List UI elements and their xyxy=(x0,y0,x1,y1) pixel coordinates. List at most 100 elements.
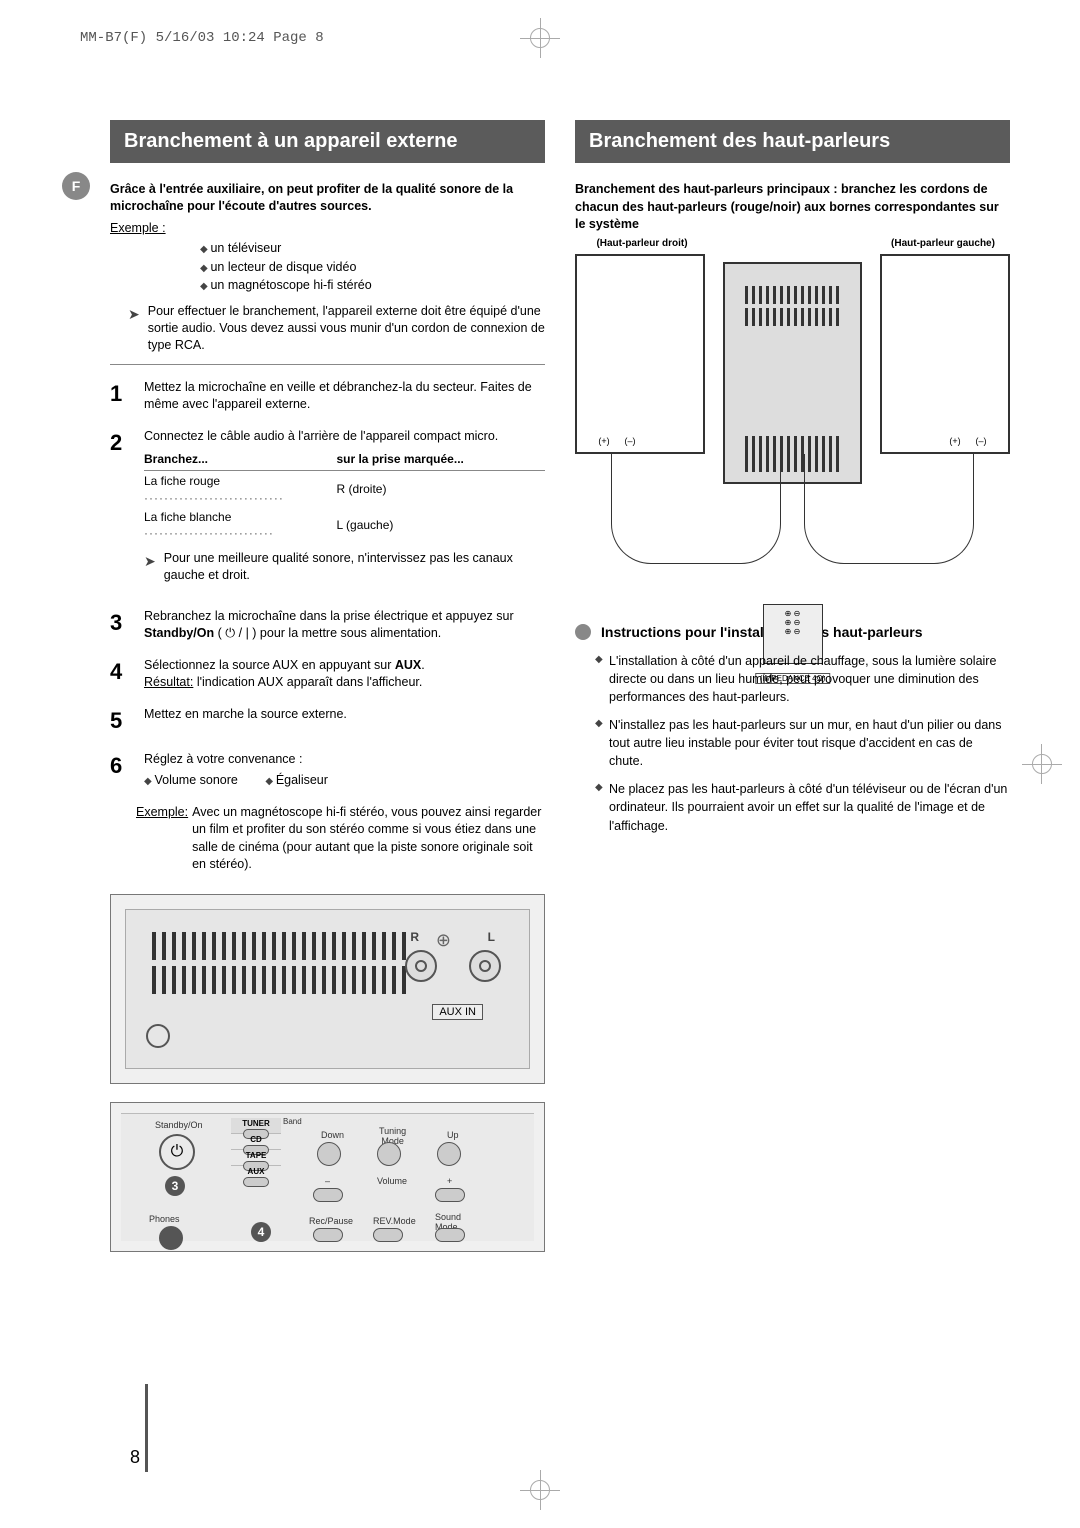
example-label: Exemple : xyxy=(110,221,166,235)
plug-cell: L (gauche) xyxy=(336,507,545,543)
l-label: L xyxy=(488,930,495,944)
badge-3: 3 xyxy=(165,1176,185,1196)
terminal-plus: (+) xyxy=(946,436,964,446)
rec-label: Rec/Pause xyxy=(309,1216,353,1226)
step-text: Mettez la microchaîne en veille et débra… xyxy=(144,379,545,414)
step-number: 4 xyxy=(110,657,132,692)
instructions-list: L'installation à côté d'un appareil de c… xyxy=(595,652,1010,835)
channel-note: Pour une meilleure qualité sonore, n'int… xyxy=(164,550,545,584)
terminal-minus: (–) xyxy=(621,436,639,446)
step-text: Réglez à votre convenance : Volume sonor… xyxy=(144,751,545,790)
bullet-icon xyxy=(575,624,591,640)
standby-label: Standby/On xyxy=(155,1120,203,1130)
speaker-right-box: (Haut-parleur gauche) (+) (–) xyxy=(880,254,1010,454)
crop-mark-bottom xyxy=(520,1470,560,1510)
rca-note: ➤ Pour effectuer le branchement, l'appar… xyxy=(128,303,545,354)
crop-mark-right xyxy=(1022,744,1062,784)
main-unit-box xyxy=(723,262,862,484)
step-5: 5 Mettez en marche la source externe. xyxy=(110,706,545,737)
vol-minus-label: – xyxy=(325,1176,330,1186)
speaker-left-box: (Haut-parleur droit) (+) (–) xyxy=(575,254,705,454)
step-text: Mettez en marche la source externe. xyxy=(144,706,545,737)
phones-label: Phones xyxy=(149,1214,180,1224)
r-label: R xyxy=(410,930,419,944)
left-title: Branchement à un appareil externe xyxy=(110,120,545,163)
step-text: Connectez le câble audio à l'arrière de … xyxy=(144,428,545,446)
example-item: un magnétoscope hi-fi stéréo xyxy=(200,276,545,295)
step-1: 1 Mettez la microchaîne en veille et déb… xyxy=(110,379,545,414)
rca-jack-r xyxy=(405,950,437,982)
right-title: Branchement des haut-parleurs xyxy=(575,120,1010,163)
step-number: 3 xyxy=(110,608,132,643)
rev-button-icon xyxy=(373,1228,403,1242)
tuning-button-icon xyxy=(377,1142,401,1166)
sound-button-icon xyxy=(435,1228,465,1242)
speaker-diagram: (Haut-parleur droit) (+) (–) (Haut-parle… xyxy=(575,254,1010,594)
adjust-option: Volume sonore xyxy=(144,772,238,790)
tuner-label: TUNER xyxy=(231,1118,281,1134)
down-button-icon xyxy=(317,1142,341,1166)
step-6: 6 Réglez à votre convenance : Volume son… xyxy=(110,751,545,790)
right-column: Branchement des haut-parleurs Branchemen… xyxy=(575,120,1010,1252)
step-number: 1 xyxy=(110,379,132,414)
plug-cell: La fiche rouge xyxy=(144,474,220,488)
print-header: MM-B7(F) 5/16/03 10:24 Page 8 xyxy=(80,30,324,46)
rev-label: REV.Mode xyxy=(373,1216,416,1226)
cd-label: CD xyxy=(231,1134,281,1150)
step-text: Sélectionnez la source AUX en appuyant s… xyxy=(144,657,545,692)
left-column: Branchement à un appareil externe Grâce … xyxy=(110,120,545,1252)
volume-label: Volume xyxy=(377,1176,407,1186)
up-button-icon xyxy=(437,1142,461,1166)
language-badge: F xyxy=(62,172,90,200)
divider xyxy=(110,364,545,365)
plug-cell: La fiche blanche xyxy=(144,510,231,524)
arrow-icon: ➤ xyxy=(128,305,140,354)
instruction-item: L'installation à côté d'un appareil de c… xyxy=(595,652,1010,706)
terminal-plus: (+) xyxy=(595,436,613,446)
plug-header: sur la prise marquée... xyxy=(336,451,545,470)
vol-plus-button-icon xyxy=(435,1188,465,1202)
badge-4: 4 xyxy=(251,1222,271,1242)
control-panel-diagram: Standby/On 3 Phones TUNER CD TAPE AUX Ba… xyxy=(110,1102,545,1252)
step-2: 2 Connectez le câble audio à l'arrière d… xyxy=(110,428,545,594)
plug-table: Branchez... sur la prise marquée... La f… xyxy=(144,451,545,542)
plug-cell: R (droite) xyxy=(336,470,545,506)
aux-in-label: AUX IN xyxy=(432,1004,483,1020)
rec-button-icon xyxy=(313,1228,343,1242)
rear-panel-diagram: R L ⊕ AUX IN xyxy=(110,894,545,1084)
step-4: 4 Sélectionnez la source AUX en appuyant… xyxy=(110,657,545,692)
vcr-example: Exemple: Avec un magnétoscope hi-fi stér… xyxy=(136,804,545,874)
aux-label: AUX xyxy=(231,1166,281,1182)
instruction-item: Ne placez pas les haut-parleurs à côté d… xyxy=(595,780,1010,834)
adjust-option: Égaliseur xyxy=(265,772,328,790)
step-number: 5 xyxy=(110,706,132,737)
terminal-minus: (–) xyxy=(972,436,990,446)
rca-note-text: Pour effectuer le branchement, l'apparei… xyxy=(148,303,545,354)
phones-jack-icon xyxy=(159,1226,183,1250)
arrow-icon: ➤ xyxy=(144,552,156,584)
page-number: 8 xyxy=(130,1447,140,1468)
example-item: un lecteur de disque vidéo xyxy=(200,258,545,277)
rca-jack-l xyxy=(469,950,501,982)
wire-left xyxy=(611,454,781,564)
screw-hole-icon xyxy=(146,1024,170,1048)
plug-header: Branchez... xyxy=(144,451,336,470)
vol-plus-label: + xyxy=(447,1176,452,1186)
up-label: Up xyxy=(447,1130,459,1140)
step-text: Rebranchez la microchaîne dans la prise … xyxy=(144,608,545,643)
speaker-left-label: (Haut-parleur droit) xyxy=(577,238,707,249)
page-border xyxy=(145,1384,148,1472)
down-label: Down xyxy=(321,1130,344,1140)
speaker-intro: Branchement des haut-parleurs principaux… xyxy=(575,181,1010,234)
aux-intro: Grâce à l'entrée auxiliaire, on peut pro… xyxy=(110,181,545,215)
wire-right xyxy=(804,454,974,564)
power-button-icon xyxy=(159,1134,195,1170)
step-number: 6 xyxy=(110,751,132,790)
tape-label: TAPE xyxy=(231,1150,281,1166)
instruction-item: N'installez pas les haut-parleurs sur un… xyxy=(595,716,1010,770)
speaker-right-label: (Haut-parleur gauche) xyxy=(878,238,1008,249)
example-item: un téléviseur xyxy=(200,239,545,258)
step-number: 2 xyxy=(110,428,132,594)
step-3: 3 Rebranchez la microchaîne dans la pris… xyxy=(110,608,545,643)
example-list: un téléviseur un lecteur de disque vidéo… xyxy=(200,239,545,295)
